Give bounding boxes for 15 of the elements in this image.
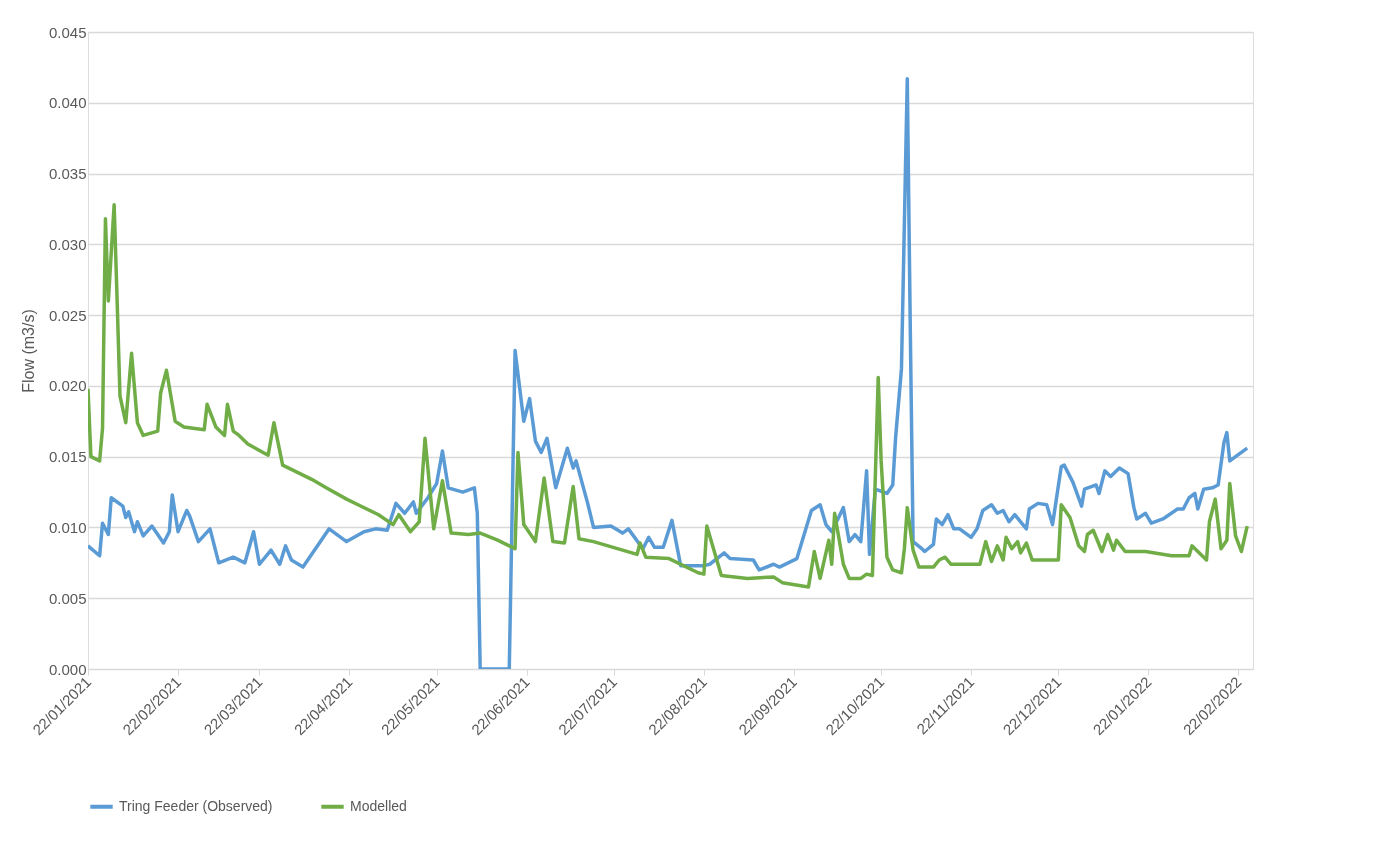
y-tick-label: 0.045: [48, 23, 87, 41]
y-tick-label: 0.040: [48, 94, 87, 112]
y-tick-label: 0.000: [48, 660, 87, 678]
legend-label: Modelled: [350, 797, 407, 814]
y-tick-label: 0.015: [48, 448, 87, 466]
line-series: [88, 76, 1249, 669]
y-axis-title: Flow (m3/s): [19, 309, 37, 393]
legend-label: Tring Feeder (Observed): [119, 797, 273, 814]
y-tick-label: 0.020: [48, 377, 87, 395]
line-series: [88, 202, 1249, 589]
y-tick-label: 0.035: [48, 165, 87, 183]
y-tick-label: 0.030: [48, 235, 87, 253]
y-tick-label: 0.010: [48, 518, 87, 536]
y-tick-label: 0.025: [48, 306, 87, 324]
y-tick-label: 0.005: [48, 589, 87, 607]
